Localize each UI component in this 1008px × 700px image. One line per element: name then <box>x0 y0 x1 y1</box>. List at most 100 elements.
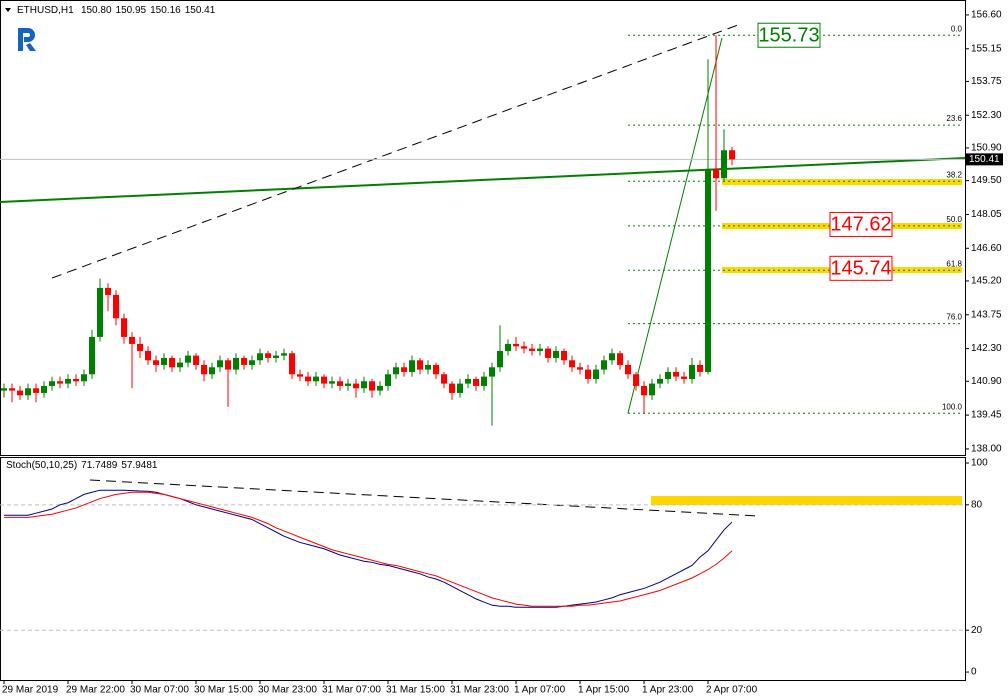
candle-body <box>257 353 263 361</box>
candle-body <box>393 367 399 375</box>
highlight <box>722 179 962 185</box>
y-tick-label: 145.20 <box>971 276 1002 287</box>
price-annotation-box <box>829 211 893 237</box>
stoch-line <box>4 491 733 607</box>
candle-body <box>177 362 183 368</box>
candle-body <box>17 390 23 396</box>
candle-body <box>409 360 415 372</box>
candle-body <box>225 360 231 370</box>
candle-body <box>417 360 423 370</box>
candle-body <box>305 376 311 382</box>
price-annotation-box <box>757 22 821 48</box>
candle-body <box>1 388 7 391</box>
candle-body <box>193 355 199 365</box>
candle-body <box>633 374 639 386</box>
candle-body <box>585 369 591 379</box>
indicator-name: Stoch(50,10,25) <box>6 460 77 471</box>
candle-body <box>345 383 351 386</box>
y-tick-label: 140.90 <box>971 376 1002 387</box>
candle-body <box>249 360 255 365</box>
candle-body <box>273 355 279 358</box>
y-tick-label: 152.30 <box>971 110 1002 121</box>
y-tick-label: 156.60 <box>971 10 1002 21</box>
y-tick-label: 148.05 <box>971 209 1002 220</box>
y-tick-label: 155.15 <box>971 43 1002 54</box>
candle-body <box>721 150 727 179</box>
y-tick-label: 146.60 <box>971 243 1002 254</box>
candle-body <box>609 353 615 361</box>
candle-body <box>729 150 735 160</box>
candle-body <box>569 360 575 368</box>
x-tick-label: 31 Mar 23:00 <box>450 685 509 696</box>
candle-body <box>137 343 143 351</box>
x-tick-label: 30 Mar 07:00 <box>130 685 189 696</box>
candle-body <box>425 364 431 370</box>
candle-body <box>353 383 359 389</box>
candle-body <box>41 385 47 393</box>
y-tick-label: 138.00 <box>971 444 1002 455</box>
candle-body <box>433 364 439 375</box>
x-tick-label: 1 Apr 07:00 <box>514 685 566 696</box>
x-tick-label: 1 Apr 15:00 <box>578 685 630 696</box>
stoch-line <box>4 489 733 608</box>
y-tick-label: 153.75 <box>971 76 1002 87</box>
y-tick-label: 142.30 <box>971 343 1002 354</box>
candle-body <box>33 388 39 393</box>
price-annotation-box <box>829 255 893 281</box>
x-tick-label: 1 Apr 23:00 <box>642 685 694 696</box>
y-tick-label: 150.90 <box>971 143 1002 154</box>
candle-body <box>537 348 543 351</box>
quote: 150.95 <box>116 5 147 16</box>
current-price-label: 150.41 <box>969 154 1000 165</box>
logo-mark <box>26 43 36 51</box>
candle-body <box>57 381 63 384</box>
indicator-value: 71.7489 <box>81 460 118 471</box>
candle-body <box>153 360 159 365</box>
candle-body <box>289 353 295 375</box>
candle-body <box>121 318 127 337</box>
symbol: ETHUSD,H1 <box>17 5 74 16</box>
candle-body <box>89 336 95 375</box>
candle-body <box>641 385 647 396</box>
candle-body <box>297 374 303 377</box>
candle-body <box>505 343 511 351</box>
candle-body <box>457 383 463 393</box>
candle-body <box>321 376 327 384</box>
fibo-label: 23.6 <box>946 114 962 123</box>
candle-body <box>449 383 455 393</box>
candle-body <box>201 364 207 375</box>
candle-body <box>129 336 135 344</box>
candle-body <box>49 381 55 386</box>
x-tick-label: 29 Mar 2019 <box>2 685 59 696</box>
symbol-header: ETHUSD,H1 150.80 150.95 150.16 150.41 <box>17 5 216 16</box>
fibo-label: 0.0 <box>951 24 963 33</box>
fibo-label: 76.0 <box>946 313 962 322</box>
fibo-label: 61.8 <box>946 259 962 268</box>
candle-body <box>545 348 551 358</box>
candle-body <box>513 343 519 347</box>
candle-body <box>65 378 71 384</box>
candle-body <box>401 367 407 372</box>
candle-body <box>265 353 271 358</box>
quote: 150.16 <box>150 5 181 16</box>
candle-body <box>473 378 479 386</box>
stoch-highlight <box>651 496 962 505</box>
dashed-trend-line <box>51 24 739 279</box>
fibo-label: 38.2 <box>946 170 962 179</box>
price-annotation: 155.73 <box>758 25 819 47</box>
candle-body <box>481 376 487 386</box>
candle-body <box>553 350 559 358</box>
candle-body <box>665 371 671 379</box>
candle-body <box>689 364 695 379</box>
fibo-label: 100.0 <box>942 402 963 411</box>
candle-body <box>521 346 527 349</box>
price-annotation: 145.74 <box>830 258 891 280</box>
candle-body <box>361 381 367 389</box>
candle-body <box>113 294 119 319</box>
collapse-icon <box>5 8 11 12</box>
x-tick-label: 2 Apr 07:00 <box>706 685 758 696</box>
y-tick-label: 20 <box>971 625 983 636</box>
candle-body <box>329 381 335 384</box>
